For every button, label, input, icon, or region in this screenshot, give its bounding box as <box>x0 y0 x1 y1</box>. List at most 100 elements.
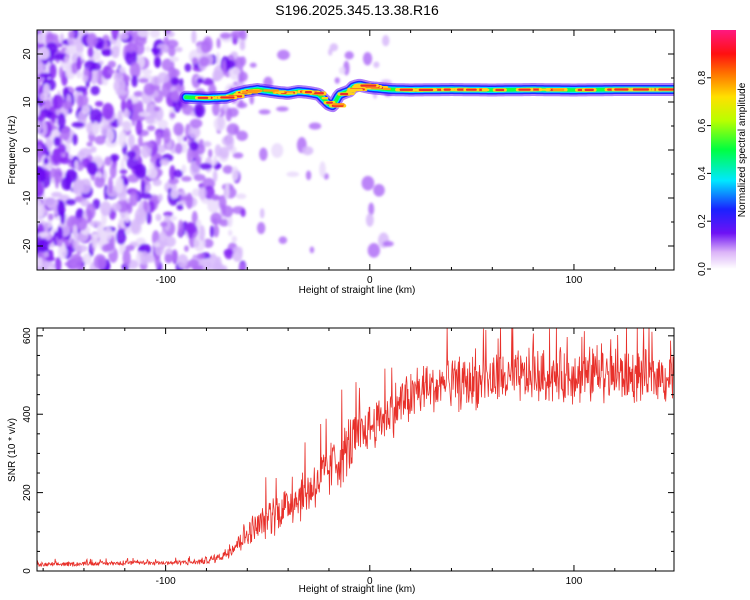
noise-blob <box>185 222 198 235</box>
noise-blob <box>276 106 289 112</box>
noise-blob <box>203 185 215 200</box>
noise-blob <box>305 170 312 181</box>
snr-x-ticks: -100 0 100 <box>42 328 657 587</box>
noise-blob <box>236 130 248 141</box>
noise-blob <box>123 177 129 186</box>
noise-blob <box>37 257 44 268</box>
noise-blob <box>148 85 161 91</box>
noise-blob <box>210 195 222 201</box>
noise-blob <box>126 42 136 53</box>
noise-blob <box>301 146 314 156</box>
noise-blob <box>108 69 115 75</box>
noise-blob <box>191 57 198 65</box>
spectrogram-trace <box>179 78 674 113</box>
noise-blob <box>231 166 239 181</box>
noise-blob <box>146 212 152 225</box>
noise-blob <box>271 143 284 158</box>
noise-blob <box>213 224 220 238</box>
noise-blob <box>76 56 82 71</box>
spectrogram-y-tick-label: -10 <box>22 190 33 205</box>
noise-blob <box>155 132 162 146</box>
noise-blob <box>199 225 206 241</box>
noise-blob <box>213 116 227 132</box>
noise-blob <box>155 213 162 222</box>
noise-blob <box>125 244 135 251</box>
noise-blob <box>93 254 107 270</box>
noise-blob <box>150 47 162 53</box>
noise-blob <box>259 147 268 161</box>
noise-blob <box>131 75 138 88</box>
noise-blob <box>362 51 373 66</box>
noise-blob <box>219 146 230 159</box>
noise-blob <box>111 202 122 212</box>
noise-blob <box>218 219 230 227</box>
chart-title: S196.2025.345.13.38.R16 <box>275 2 439 18</box>
noise-blob <box>169 165 176 181</box>
noise-blob <box>240 208 246 218</box>
noise-blob <box>111 30 119 41</box>
snr-y-tick-label: 600 <box>22 327 33 344</box>
noise-blob <box>115 176 124 194</box>
noise-blob <box>361 175 375 191</box>
noise-blob <box>102 65 113 80</box>
noise-blob <box>135 35 147 46</box>
noise-blob <box>215 52 221 66</box>
noise-blob <box>182 136 188 142</box>
noise-blob <box>157 72 170 84</box>
noise-blob <box>60 125 71 141</box>
noise-blob <box>173 169 184 178</box>
snr-x-tick-label: 100 <box>566 576 583 587</box>
noise-blob <box>97 172 103 179</box>
colorbar-tick-label: 0.4 <box>697 166 708 180</box>
noise-blob <box>187 259 200 267</box>
noise-blob <box>137 135 143 147</box>
noise-blob <box>238 71 248 82</box>
noise-blob <box>238 262 246 270</box>
noise-blob <box>188 125 201 139</box>
colorbar: 0.0 0.2 0.4 0.6 0.8 Normalized spectral ampl… <box>697 30 748 276</box>
noise-blob <box>215 163 222 169</box>
noise-blob <box>233 126 239 134</box>
noise-blob <box>100 201 112 216</box>
noise-blob <box>48 249 54 260</box>
noise-blob <box>133 91 144 98</box>
snr-y-tick-label: 200 <box>22 484 33 501</box>
noise-blob <box>161 58 175 72</box>
noise-blob <box>118 66 126 74</box>
colorbar-tick-label: 0.2 <box>697 214 708 228</box>
noise-blob <box>164 30 171 35</box>
noise-blob <box>170 188 179 199</box>
noise-blob <box>195 155 202 167</box>
noise-blob <box>225 133 235 151</box>
noise-blob <box>115 228 127 245</box>
noise-blob <box>43 83 50 98</box>
noise-blob <box>109 163 117 179</box>
noise-blob <box>198 187 207 200</box>
noise-blob <box>207 198 220 213</box>
noise-blob <box>232 152 244 159</box>
noise-blob <box>177 254 189 269</box>
noise-blob <box>89 108 103 125</box>
noise-blob <box>179 195 192 201</box>
noise-blob <box>37 232 49 238</box>
noise-blob <box>174 142 183 155</box>
noise-blob <box>141 145 150 159</box>
noise-blob <box>199 56 210 67</box>
noise-blob <box>162 127 171 144</box>
spectrogram-x-ticks: -100 0 100 <box>42 30 657 286</box>
noise-blob <box>382 35 390 47</box>
colorbar-label: Normalized spectral amplitude <box>737 82 748 217</box>
noise-blob <box>82 75 89 83</box>
noise-blob <box>235 193 247 200</box>
noise-blob <box>37 180 44 197</box>
noise-blob <box>85 203 96 220</box>
noise-blob <box>71 121 85 128</box>
noise-blob <box>277 49 290 61</box>
noise-blob <box>222 59 227 76</box>
noise-blob <box>224 59 236 69</box>
noise-blob <box>92 121 100 136</box>
noise-blob <box>158 230 167 247</box>
noise-blob <box>227 107 239 118</box>
noise-blob <box>239 30 247 41</box>
noise-blob <box>51 94 64 110</box>
